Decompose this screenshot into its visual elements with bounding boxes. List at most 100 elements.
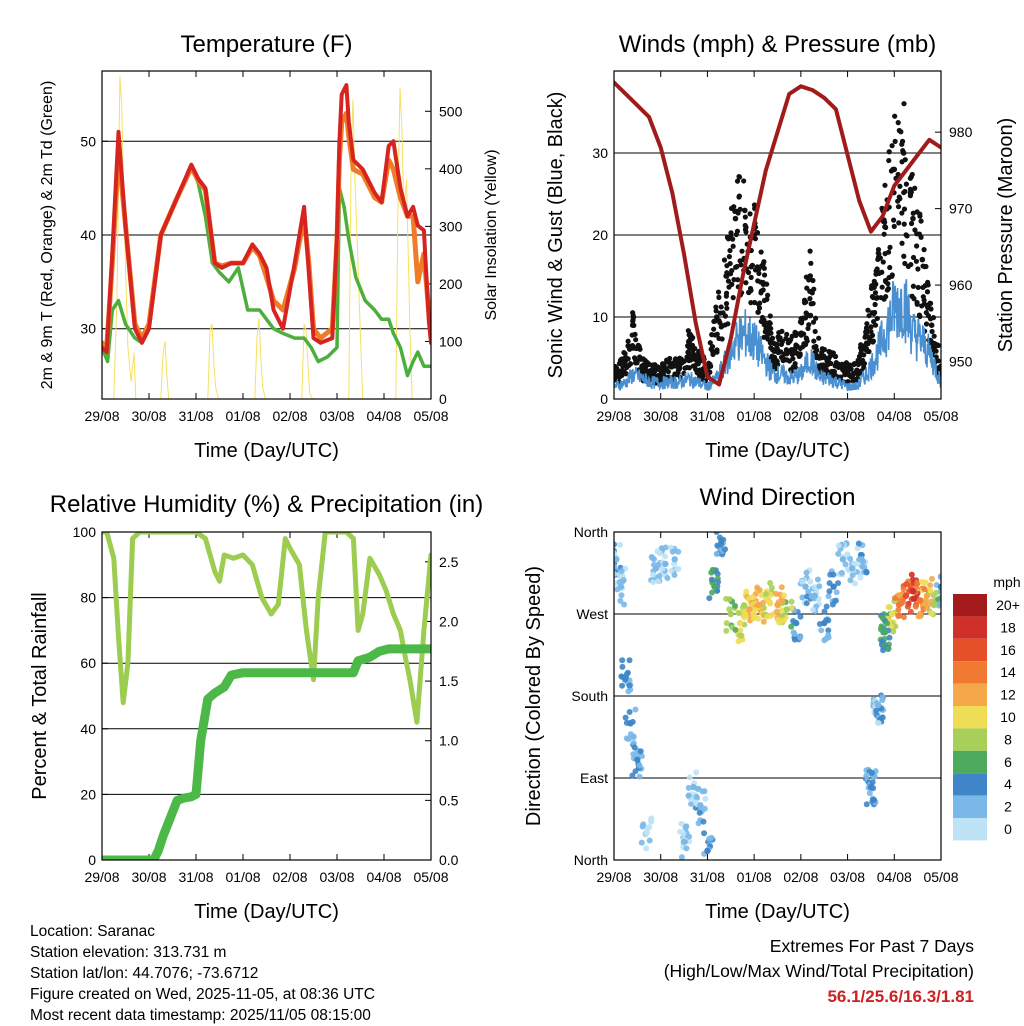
x-tick-label: 04/08 bbox=[877, 869, 912, 885]
gust-point bbox=[874, 295, 881, 301]
direction-point bbox=[783, 606, 791, 613]
direction-point bbox=[835, 580, 842, 587]
gust-point bbox=[864, 321, 870, 327]
gust-point bbox=[871, 319, 877, 325]
direction-point bbox=[621, 601, 628, 608]
gust-point bbox=[899, 141, 905, 147]
direction-point bbox=[638, 839, 645, 846]
gust-point bbox=[908, 220, 915, 227]
gust-point bbox=[914, 301, 920, 307]
direction-point bbox=[617, 541, 624, 548]
x-tick-label: 02/08 bbox=[272, 408, 307, 424]
direction-point bbox=[754, 584, 761, 591]
direction-point bbox=[727, 610, 734, 618]
gust-point bbox=[868, 329, 874, 335]
chart-title: Wind Direction bbox=[699, 484, 855, 511]
extremes-values: 56.1/25.6/16.3/1.81 bbox=[827, 987, 974, 1006]
x-tick-label: 03/08 bbox=[319, 408, 354, 424]
direction-point bbox=[764, 597, 772, 604]
gust-point bbox=[918, 234, 924, 240]
gust-point bbox=[813, 315, 819, 321]
direction-point bbox=[630, 751, 637, 758]
direction-point bbox=[924, 604, 931, 611]
direction-point bbox=[886, 634, 893, 641]
direction-point bbox=[849, 565, 856, 572]
colorbar-swatch bbox=[953, 773, 987, 796]
x-tick-label: 04/08 bbox=[366, 869, 401, 885]
gust-point bbox=[712, 318, 718, 324]
gust-point bbox=[695, 355, 701, 361]
colorbar-swatch bbox=[953, 683, 987, 706]
direction-point bbox=[884, 620, 891, 627]
x-tick-label: 30/08 bbox=[131, 408, 166, 424]
x-tick-label: 30/08 bbox=[131, 869, 166, 885]
x-axis-label: Time (Day/UTC) bbox=[194, 440, 339, 462]
gust-point bbox=[925, 279, 931, 285]
direction-point bbox=[838, 569, 845, 576]
gust-point bbox=[650, 362, 656, 368]
gust-point bbox=[899, 159, 905, 165]
colorbar-label: 20+ bbox=[996, 597, 1020, 613]
colorbar-label: 6 bbox=[1004, 754, 1012, 770]
gust-point bbox=[625, 343, 631, 349]
direction-point bbox=[811, 584, 818, 591]
gust-point bbox=[723, 293, 729, 299]
direction-point bbox=[835, 550, 842, 557]
x-tick-label: 03/08 bbox=[319, 869, 354, 885]
gust-point bbox=[767, 320, 773, 327]
gust-point bbox=[860, 357, 866, 364]
direction-point bbox=[774, 601, 781, 609]
direction-point bbox=[659, 565, 666, 572]
direction-point bbox=[857, 574, 864, 581]
gust-point bbox=[891, 166, 898, 173]
y2-tick-label: 1.5 bbox=[439, 673, 459, 689]
gust-point bbox=[716, 335, 722, 342]
gust-point bbox=[863, 347, 869, 353]
gust-point bbox=[842, 362, 848, 368]
direction-point bbox=[735, 609, 742, 616]
x-tick-label: 01/08 bbox=[225, 408, 260, 424]
y-tick-label: East bbox=[580, 770, 608, 786]
gust-point bbox=[917, 211, 923, 217]
gust-point bbox=[642, 358, 648, 364]
extremes-box: Extremes For Past 7 Days (High/Low/Max W… bbox=[664, 934, 974, 1009]
gust-point bbox=[690, 346, 696, 352]
colorbar-swatch bbox=[953, 616, 987, 639]
gust-point bbox=[892, 138, 898, 144]
gust-point bbox=[774, 359, 780, 365]
gust-point bbox=[810, 277, 816, 284]
series-station-pressure bbox=[614, 80, 941, 387]
gust-point bbox=[914, 243, 920, 249]
direction-point bbox=[835, 542, 842, 549]
gust-point bbox=[874, 315, 880, 322]
gust-point bbox=[835, 363, 842, 370]
gust-point bbox=[709, 343, 716, 350]
direction-point bbox=[643, 829, 650, 836]
direction-point bbox=[617, 597, 624, 604]
gust-point bbox=[895, 204, 902, 210]
chart-4: Wind Direction Time (Day/UTC) Direction (C… bbox=[523, 484, 1021, 923]
gust-point bbox=[736, 194, 742, 200]
direction-point bbox=[723, 620, 730, 627]
direction-point bbox=[674, 565, 681, 572]
gust-point bbox=[907, 191, 914, 197]
x-tick-label: 31/08 bbox=[178, 869, 213, 885]
direction-point bbox=[706, 595, 713, 602]
plot-area bbox=[614, 532, 941, 860]
direction-point bbox=[752, 614, 759, 621]
direction-point bbox=[693, 794, 700, 801]
gust-point bbox=[779, 338, 785, 345]
y2-axis-label: Station Pressure (Maroon) bbox=[995, 118, 1017, 353]
direction-point bbox=[827, 571, 834, 578]
direction-point bbox=[830, 583, 837, 590]
colorbar-label: 14 bbox=[1000, 664, 1016, 680]
colorbar-swatch bbox=[953, 661, 987, 684]
gust-point bbox=[620, 363, 626, 369]
colorbar-swatch bbox=[953, 818, 987, 841]
direction-point bbox=[852, 580, 859, 587]
direction-point bbox=[868, 769, 875, 776]
x-tick-label: 01/08 bbox=[225, 869, 260, 885]
direction-point bbox=[879, 694, 886, 701]
gust-point bbox=[889, 273, 895, 279]
